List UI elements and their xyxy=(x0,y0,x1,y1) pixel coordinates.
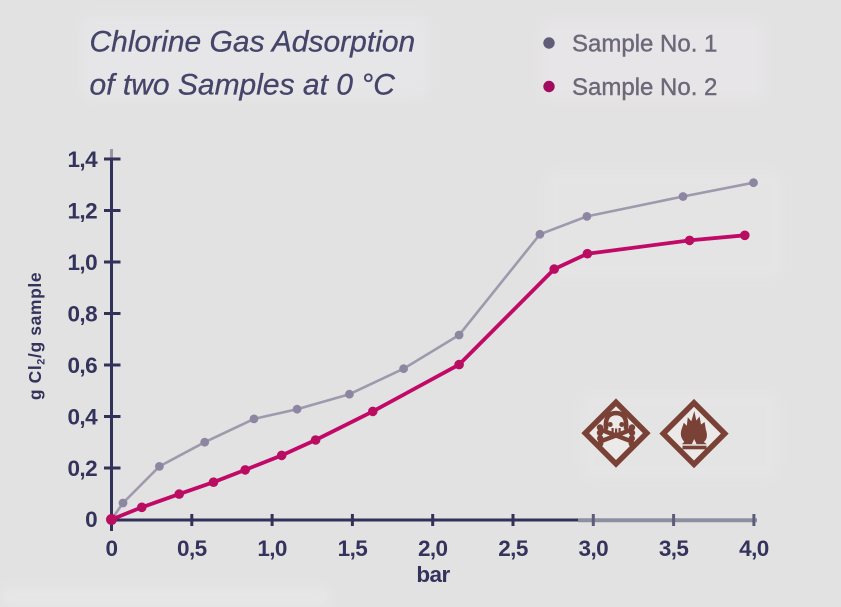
svg-text:0,6: 0,6 xyxy=(68,353,98,378)
svg-text:Sample No. 2: Sample No. 2 xyxy=(572,74,717,101)
svg-text:3,0: 3,0 xyxy=(579,536,609,561)
svg-text:2,5: 2,5 xyxy=(498,536,528,561)
svg-text:g Cl2/g sample: g Cl2/g sample xyxy=(25,272,48,400)
svg-text:0,4: 0,4 xyxy=(68,405,99,430)
svg-text:0: 0 xyxy=(106,536,118,561)
svg-text:1,0: 1,0 xyxy=(68,250,98,275)
svg-text:bar: bar xyxy=(416,562,450,587)
svg-text:0,5: 0,5 xyxy=(177,536,207,561)
svg-text:4,0: 4,0 xyxy=(739,536,769,561)
svg-text:1,4: 1,4 xyxy=(68,147,99,172)
svg-text:0,8: 0,8 xyxy=(68,302,98,327)
svg-text:0,2: 0,2 xyxy=(68,456,98,481)
svg-text:Chlorine Gas Adsorption: Chlorine Gas Adsorption xyxy=(90,26,416,59)
svg-text:2,0: 2,0 xyxy=(418,536,448,561)
svg-text:3,5: 3,5 xyxy=(659,536,689,561)
svg-text:Sample No. 1: Sample No. 1 xyxy=(572,31,717,58)
svg-text:1,5: 1,5 xyxy=(338,536,368,561)
svg-text:of two Samples at 0 °C: of two Samples at 0 °C xyxy=(90,69,396,102)
svg-text:1,2: 1,2 xyxy=(68,199,98,224)
svg-text:0: 0 xyxy=(85,507,97,532)
svg-text:1,0: 1,0 xyxy=(257,536,287,561)
